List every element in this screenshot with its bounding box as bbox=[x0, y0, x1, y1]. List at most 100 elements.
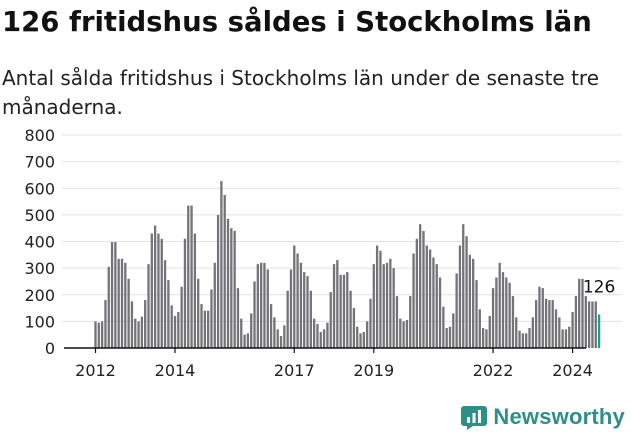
bar bbox=[246, 333, 250, 348]
bar bbox=[419, 224, 422, 348]
x-tick-label: 2024 bbox=[552, 361, 593, 380]
bar bbox=[293, 245, 296, 348]
bar bbox=[438, 277, 442, 348]
bar bbox=[153, 225, 157, 348]
bar bbox=[508, 282, 511, 348]
y-tick-label: 700 bbox=[24, 153, 55, 172]
y-tick-label: 600 bbox=[24, 179, 55, 198]
bar bbox=[475, 280, 478, 348]
bar bbox=[389, 258, 392, 348]
bar bbox=[140, 316, 144, 348]
bar bbox=[309, 290, 312, 348]
bar bbox=[525, 333, 528, 348]
bar bbox=[568, 326, 571, 348]
bar bbox=[193, 233, 197, 348]
bar bbox=[481, 328, 485, 348]
bar bbox=[173, 316, 177, 348]
bar bbox=[395, 296, 399, 348]
bar bbox=[485, 329, 488, 348]
latest-value-label: 126 bbox=[583, 277, 615, 297]
gridlines bbox=[62, 134, 622, 322]
bar bbox=[564, 329, 568, 348]
bar bbox=[554, 309, 558, 348]
bar bbox=[349, 290, 352, 348]
bar bbox=[511, 296, 515, 348]
bar bbox=[213, 262, 216, 348]
bar bbox=[117, 258, 120, 348]
x-tick-label: 2022 bbox=[473, 361, 514, 380]
bar bbox=[425, 245, 428, 348]
newsworthy-logo-icon bbox=[461, 406, 488, 430]
bar bbox=[498, 262, 501, 348]
bar bbox=[571, 312, 574, 348]
bar bbox=[223, 194, 226, 348]
bar bbox=[120, 258, 124, 348]
bar bbox=[316, 324, 319, 348]
bar bbox=[157, 233, 160, 348]
bar bbox=[263, 262, 266, 348]
bar bbox=[346, 272, 349, 348]
newsworthy-logo[interactable]: Newsworthy bbox=[461, 399, 625, 435]
bar bbox=[306, 276, 309, 348]
bar bbox=[558, 317, 561, 348]
bar bbox=[100, 321, 104, 349]
y-tick-label: 300 bbox=[24, 259, 55, 278]
bar bbox=[445, 328, 448, 348]
bar bbox=[382, 264, 385, 348]
bar bbox=[124, 262, 127, 348]
bar bbox=[190, 205, 193, 348]
y-tick-label: 0 bbox=[45, 339, 55, 358]
bar bbox=[551, 300, 554, 348]
bar bbox=[375, 245, 379, 348]
bar bbox=[130, 301, 134, 348]
bar bbox=[495, 277, 498, 348]
bar bbox=[372, 264, 375, 348]
bar bbox=[183, 238, 187, 348]
bar bbox=[167, 280, 170, 348]
bar bbox=[515, 317, 518, 348]
bar bbox=[435, 264, 438, 348]
bar bbox=[230, 228, 233, 348]
bar bbox=[233, 230, 236, 348]
bar bbox=[369, 298, 372, 348]
bar bbox=[299, 262, 303, 348]
bar bbox=[521, 333, 525, 348]
bar bbox=[534, 300, 538, 348]
bar bbox=[442, 306, 445, 348]
chart-title: 126 fritidshus såldes i Stockholms län bbox=[2, 6, 592, 38]
y-tick-label: 500 bbox=[24, 206, 55, 225]
bar bbox=[518, 330, 521, 348]
bar bbox=[200, 304, 203, 348]
bar bbox=[260, 262, 263, 348]
bar bbox=[428, 249, 432, 348]
bar bbox=[362, 332, 365, 348]
x-tick-label: 2019 bbox=[353, 361, 394, 380]
x-axis-ticks: 2012 2014 2017 2019 2022 2024 bbox=[75, 348, 593, 380]
chart-subtitle: Antal sålda fritidshus i Stockholms län … bbox=[2, 66, 600, 119]
bar bbox=[574, 296, 578, 348]
bar bbox=[409, 296, 412, 348]
bar bbox=[448, 326, 452, 348]
bar bbox=[594, 301, 597, 348]
bar bbox=[197, 278, 200, 348]
bar bbox=[465, 236, 468, 348]
bar bbox=[399, 318, 402, 348]
bar bbox=[468, 254, 472, 348]
bar bbox=[144, 300, 147, 348]
bar bbox=[472, 258, 475, 348]
bar bbox=[581, 278, 584, 348]
y-tick-label: 400 bbox=[24, 233, 55, 252]
bar bbox=[462, 224, 465, 348]
bar-latest bbox=[597, 314, 601, 348]
bar bbox=[250, 313, 253, 348]
bar bbox=[203, 310, 206, 348]
y-tick-label: 100 bbox=[24, 312, 55, 331]
bar bbox=[392, 268, 395, 349]
bar bbox=[432, 257, 435, 348]
bar bbox=[180, 286, 183, 348]
bar bbox=[491, 288, 495, 348]
bar bbox=[405, 320, 409, 348]
bar bbox=[422, 230, 425, 348]
bar bbox=[501, 272, 505, 348]
